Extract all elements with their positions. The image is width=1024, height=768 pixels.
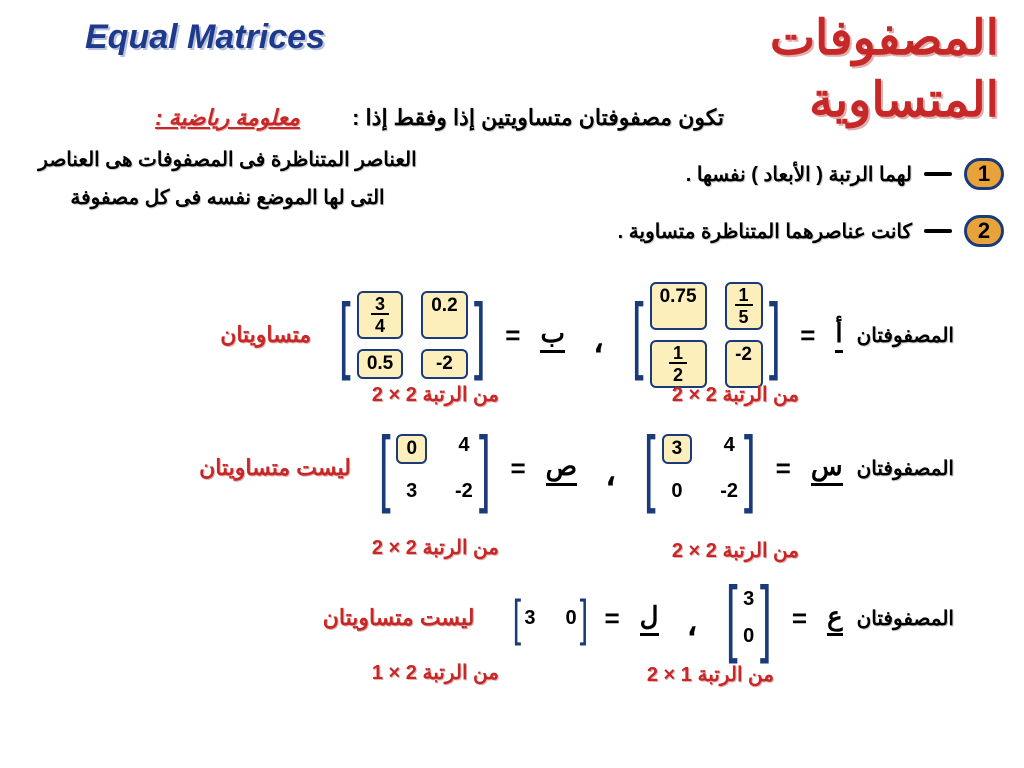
var-lam: ل: [640, 601, 659, 636]
status-not-equal: ليست متساويتان: [199, 455, 351, 481]
cell: -2: [725, 340, 763, 388]
cell: 12: [650, 340, 707, 388]
cell: 0.5: [357, 349, 403, 379]
equals-sign: =: [505, 320, 520, 351]
cell: -2: [455, 480, 473, 503]
matrices-label: المصفوفتان: [857, 323, 954, 348]
equals-sign: =: [604, 603, 619, 634]
matrices-label: المصفوفتان: [857, 606, 954, 631]
condition-2: 2 كانت عناصرهما المتناظرة متساوية .: [618, 215, 1004, 247]
order-b2: من الرتبة 2 × 2: [672, 538, 799, 563]
var-b: ب: [540, 318, 564, 353]
cell: 0.2: [421, 291, 467, 339]
status-not-equal: ليست متساويتان: [323, 605, 475, 631]
var-sad: ص: [546, 451, 577, 486]
condition-2-text: كانت عناصرهما المتناظرة متساوية .: [618, 219, 912, 244]
cell: 0.75: [650, 282, 707, 330]
cell: 4: [455, 434, 473, 464]
status-equal: متساويتان: [220, 322, 311, 348]
comma: ،: [687, 604, 698, 644]
cell: 0: [565, 607, 576, 630]
var-s: س: [811, 451, 843, 486]
matrix-a3: [ 3 0 ]: [720, 580, 778, 656]
var-a: أ: [835, 318, 842, 353]
order-a1: من الرتبة 2 × 2: [372, 382, 499, 407]
cell: 3: [396, 480, 427, 503]
example-1: المصفوفتان أ = [ 0.75 15 12 -2 ] ، ب = […: [220, 280, 954, 390]
info-title: معلومة رياضية :: [15, 105, 440, 131]
var-ain: ع: [827, 601, 843, 636]
cell: 3: [524, 607, 535, 630]
matrix-b1: [ 34 0.2 0.5 -2 ]: [333, 289, 491, 381]
title-english: Equal Matrices: [85, 18, 325, 57]
cell: 0: [743, 625, 754, 648]
example-2: المصفوفتان س = [ 3 4 0 -2 ] ، ص = [ 0 4 …: [199, 430, 954, 506]
cell: -2: [421, 349, 467, 379]
cell: 34: [357, 291, 403, 339]
cell: 0: [396, 434, 427, 464]
equals-sign: =: [776, 453, 791, 484]
matrix-a2: [ 3 4 0 -2 ]: [638, 430, 762, 506]
cell: -2: [720, 480, 738, 503]
cell: 4: [720, 434, 738, 464]
cell: 0: [662, 480, 693, 503]
order-b3: من الرتبة 1 × 2: [647, 662, 774, 687]
cell: 15: [725, 282, 763, 330]
comma: ،: [605, 454, 616, 494]
badge-2: 2: [964, 215, 1004, 247]
badge-1: 1: [964, 158, 1004, 190]
order-a2: من الرتبة 2 × 2: [372, 535, 499, 560]
comma: ،: [593, 321, 604, 361]
order-b1: من الرتبة 2 × 2: [672, 382, 799, 407]
matrix-a1: [ 0.75 15 12 -2 ]: [626, 280, 786, 390]
title-arabic: المصفوفات المتساوية: [770, 8, 999, 133]
equals-sign: =: [510, 453, 525, 484]
info-body: العناصر المتناظرة فى المصفوفات هى العناص…: [15, 141, 440, 217]
equals-sign: =: [792, 603, 807, 634]
dash-icon: [924, 229, 952, 233]
matrices-label: المصفوفتان: [857, 456, 954, 481]
example-3: المصفوفتان ع = [ 3 0 ] ، ل = [ 3 0 ] ليس…: [323, 580, 954, 656]
cell: 3: [662, 434, 693, 464]
equals-sign: =: [800, 320, 815, 351]
matrix-b2: [ 0 4 3 -2 ]: [373, 430, 497, 506]
info-box: معلومة رياضية : العناصر المتناظرة فى الم…: [15, 105, 440, 217]
condition-1-text: لهما الرتبة ( الأبعاد ) نفسها .: [686, 162, 912, 187]
dash-icon: [924, 172, 952, 176]
cell: 3: [743, 588, 754, 611]
condition-1: 1 لهما الرتبة ( الأبعاد ) نفسها .: [686, 158, 1004, 190]
matrix-b3: [ 3 0 ]: [510, 596, 590, 640]
order-a3: من الرتبة 2 × 1: [372, 660, 499, 685]
